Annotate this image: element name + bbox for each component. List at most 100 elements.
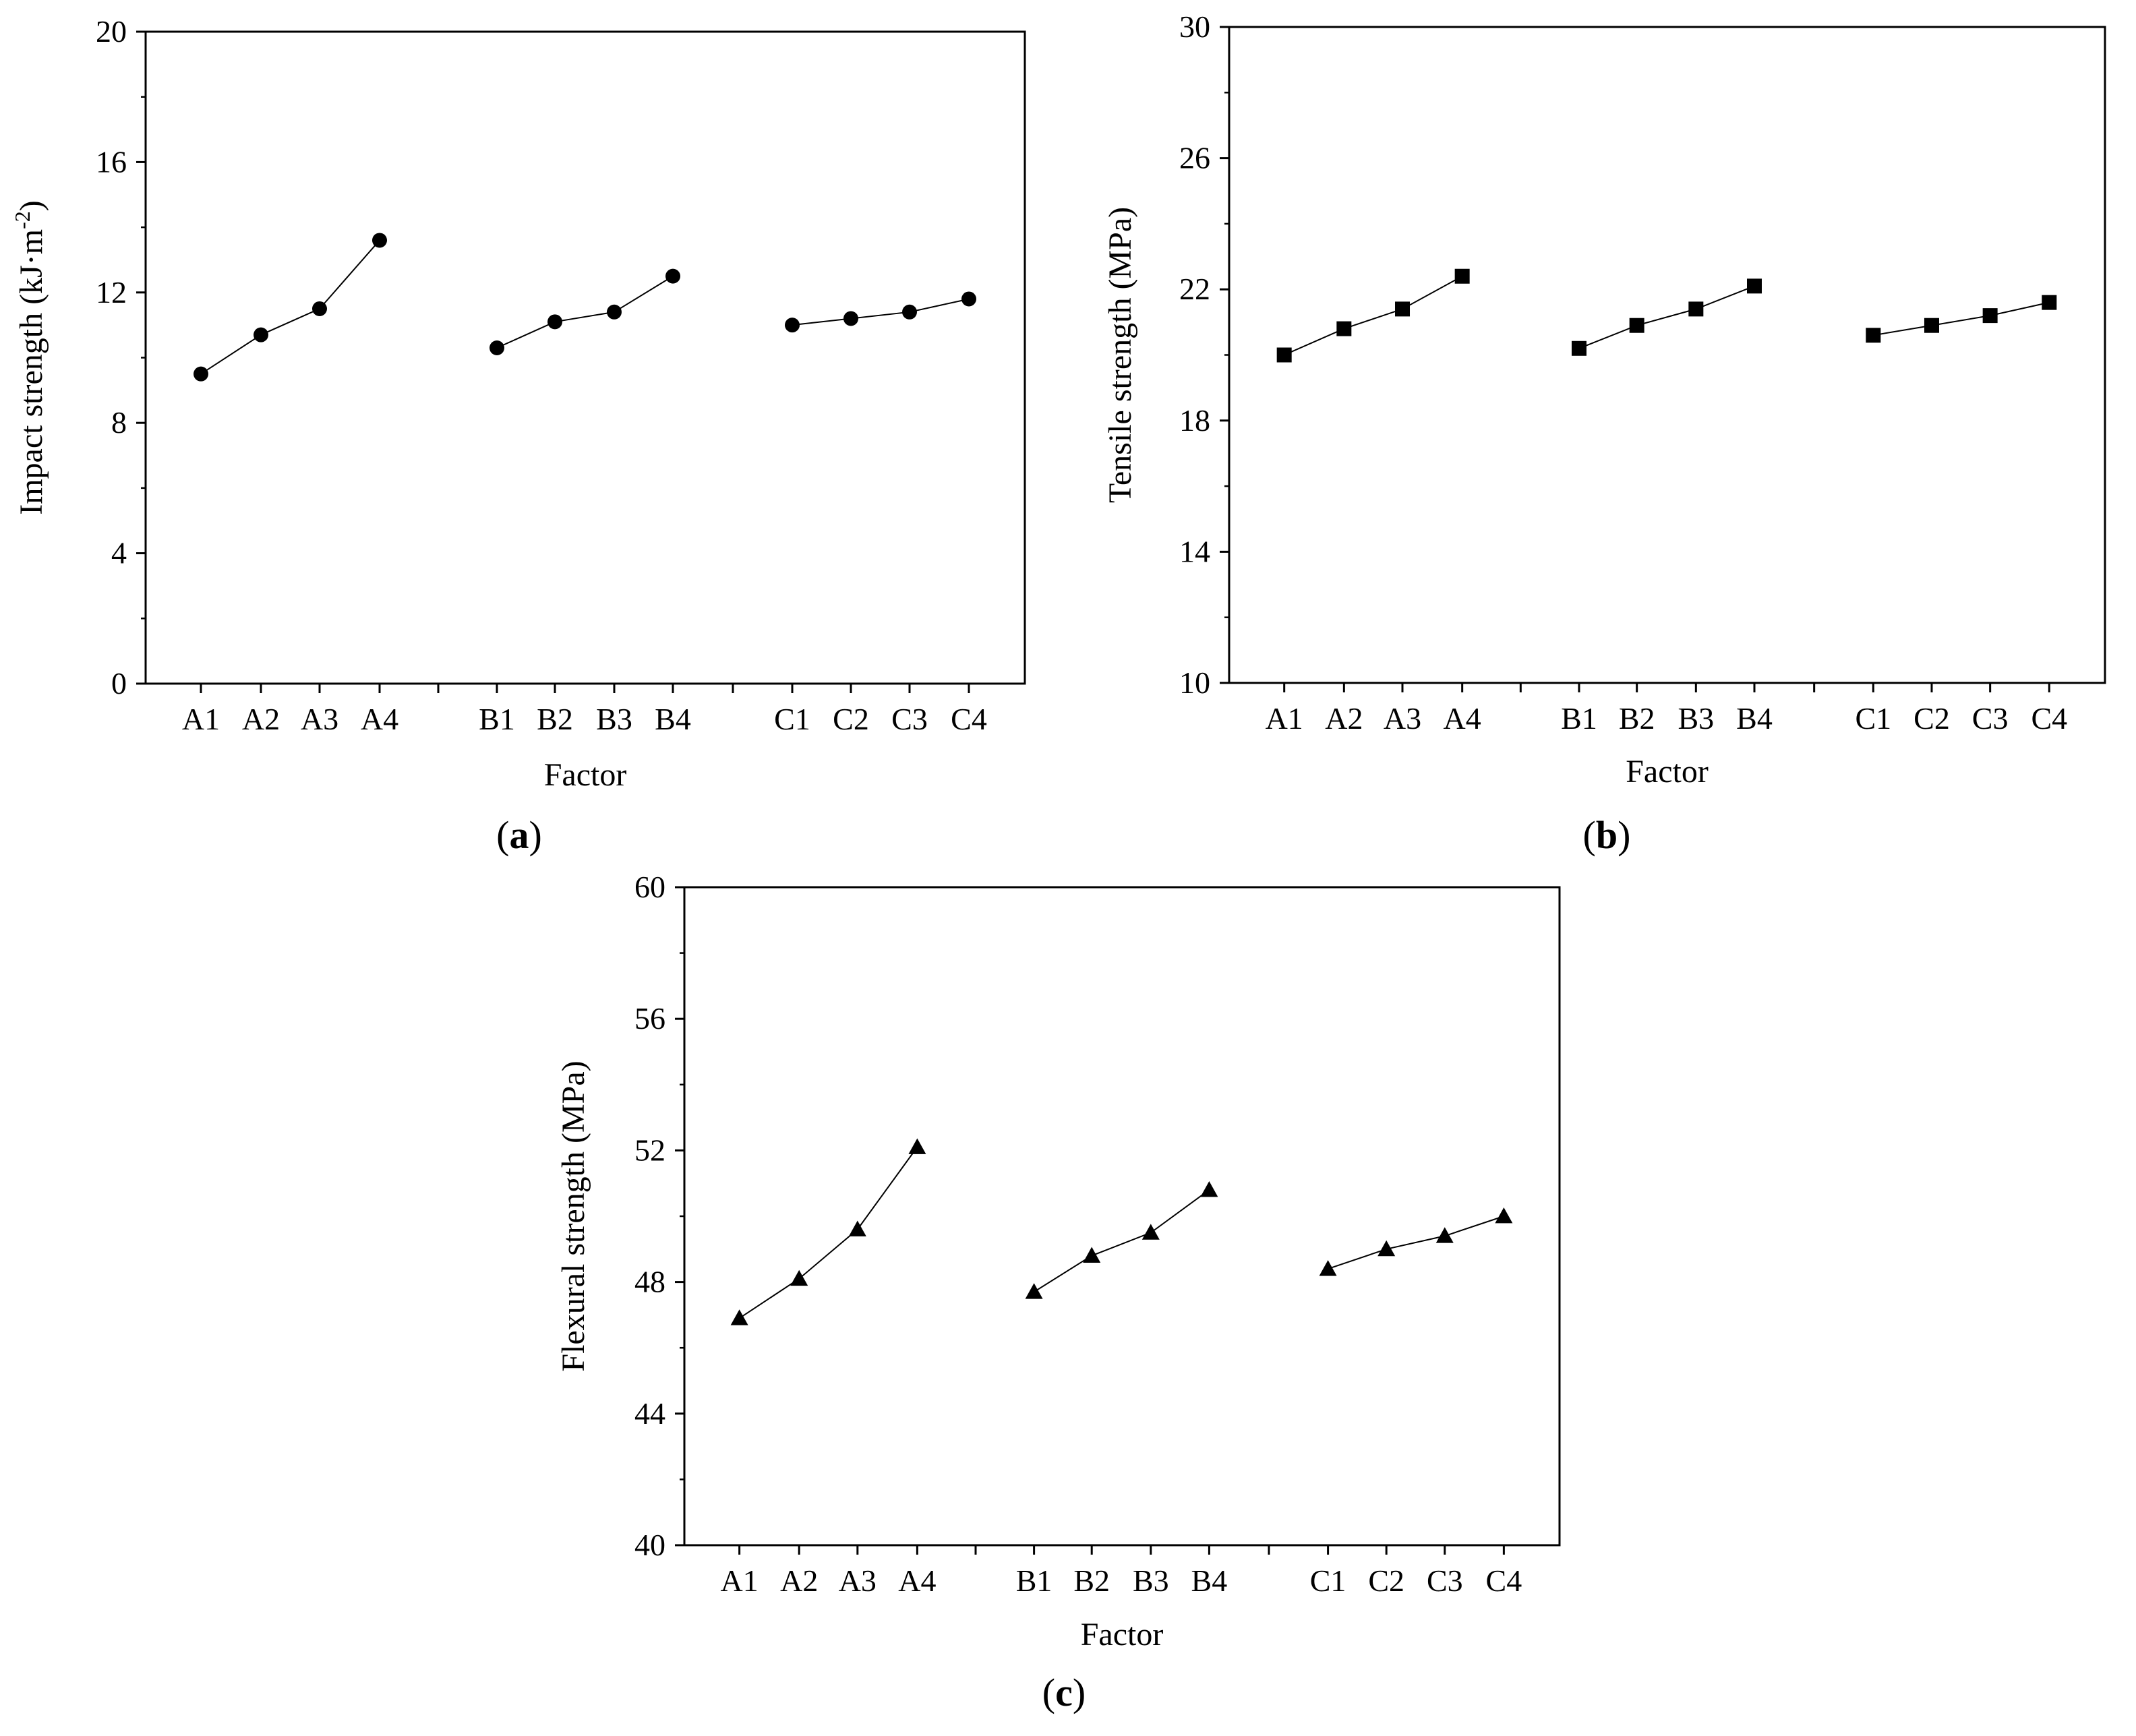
x-axis-title-a: Factor: [544, 757, 627, 793]
data-point-A4: [908, 1138, 926, 1154]
data-point-B2: [547, 314, 562, 330]
data-point-C4: [2042, 295, 2057, 310]
x-category-label-c: C4: [1486, 1563, 1522, 1598]
data-point-A4: [372, 233, 387, 248]
data-point-C1: [785, 318, 800, 333]
x-category-label-a: A3: [301, 702, 338, 736]
data-point-B2: [1083, 1247, 1101, 1263]
x-category-label-b: C3: [1972, 701, 2009, 736]
data-point-A2: [790, 1269, 808, 1286]
data-point-B4: [1747, 278, 1762, 294]
x-category-label-c: A3: [839, 1563, 877, 1598]
y-tick-label-a: 16: [96, 144, 127, 179]
plot-frame-a: [144, 30, 1026, 685]
x-axis-title-b: Factor: [1626, 754, 1709, 789]
series-line-b-B: [1578, 285, 1755, 349]
x-category-label-a: A2: [242, 702, 280, 736]
data-point-C4: [1495, 1207, 1513, 1224]
data-point-C3: [1435, 1227, 1454, 1243]
y-tick-label-b: 18: [1179, 403, 1210, 438]
x-category-label-a: B2: [537, 702, 573, 736]
y-tick-label-b: 22: [1179, 272, 1210, 306]
y-tick-label-a: 8: [111, 405, 127, 440]
panel-label-a: (a): [496, 813, 542, 857]
x-category-label-b: B4: [1736, 701, 1773, 736]
x-category-label-a: C4: [951, 702, 987, 736]
x-category-label-c: A4: [898, 1563, 936, 1598]
x-category-label-c: B3: [1133, 1563, 1169, 1598]
series-line-a-B: [496, 275, 674, 349]
y-tick-label-c: 60: [634, 870, 665, 904]
data-point-C1: [1866, 328, 1881, 343]
y-axis-title-c: Flexural strength (MPa): [556, 1060, 591, 1371]
y-tick-label-a: 0: [111, 666, 127, 700]
x-category-label-c: C3: [1427, 1563, 1463, 1598]
panel-a-impact-strength: 0 4 8 12 16 20 A1 A2 A3 A4 B1 B2 B3 B4 C1 C2 C3 C4 Factor I…: [10, 14, 1026, 793]
y-axis-title-a: Impact strength (kJ·m-2): [10, 200, 49, 515]
data-point-A2: [254, 327, 268, 342]
y-tick-label-b: 26: [1179, 141, 1210, 175]
x-category-label-b: C2: [1913, 701, 1950, 736]
x-category-label-c: C2: [1368, 1563, 1404, 1598]
data-point-A1: [1276, 347, 1292, 363]
x-category-label-b: A4: [1444, 701, 1481, 736]
data-point-A4: [1454, 268, 1470, 284]
y-tick-label-c: 52: [634, 1133, 665, 1167]
series-line-a-C: [792, 298, 970, 326]
x-category-label-c: B2: [1073, 1563, 1110, 1598]
y-tick-label-b: 10: [1179, 665, 1210, 700]
data-point-B4: [665, 268, 680, 284]
data-point-C3: [902, 304, 917, 320]
series-line-b-A: [1284, 275, 1463, 356]
y-tick-label-a: 20: [96, 14, 127, 49]
x-category-label-c: B4: [1191, 1563, 1228, 1598]
plot-frame-b: [1228, 26, 2106, 684]
y-axis-title-b: Tensile strength (MPa): [1102, 207, 1138, 503]
y-tick-label-b: 30: [1179, 9, 1210, 44]
data-point-C2: [1924, 318, 1939, 333]
panel-label-b: (b): [1583, 813, 1631, 857]
y-tick-label-a: 4: [111, 536, 127, 570]
x-category-label-c: C1: [1310, 1563, 1346, 1598]
x-category-label-a: C3: [891, 702, 928, 736]
y-tick-label-b: 14: [1179, 534, 1210, 568]
series-line-c-B: [1034, 1189, 1210, 1293]
series-line-c-A: [739, 1146, 918, 1319]
data-point-A3: [1395, 301, 1411, 317]
x-category-label-a: B3: [596, 702, 632, 736]
y-tick-label-c: 48: [634, 1265, 665, 1299]
x-category-label-b: B3: [1678, 701, 1714, 736]
x-category-label-b: B1: [1561, 701, 1597, 736]
x-axis-title-c: Factor: [1081, 1617, 1164, 1652]
data-point-C3: [1982, 308, 1998, 324]
x-category-label-c: A1: [721, 1563, 759, 1598]
panel-label-c: (c): [1042, 1671, 1086, 1714]
x-category-label-b: C1: [1855, 701, 1891, 736]
data-point-A1: [730, 1309, 748, 1325]
data-point-A1: [194, 366, 208, 382]
x-category-label-b: A3: [1384, 701, 1421, 736]
x-category-label-a: B4: [655, 702, 691, 736]
x-category-label-a: C1: [774, 702, 810, 736]
panel-c-flexural-strength: 40 44 48 52 56 60 A1 A2 A3 A4 B1 B2 B3 B4 C1 C2 C3 C4 Fact…: [556, 870, 1561, 1652]
y-tick-label-c: 56: [634, 1001, 665, 1036]
x-category-label-a: A4: [361, 702, 398, 736]
x-category-label-c: A2: [780, 1563, 818, 1598]
x-category-label-c: B1: [1016, 1563, 1052, 1598]
panel-b-tensile-strength: 10 14 18 22 26 30 A1 A2 A3 A4 B1 B2 B3 B4 C1 C2 C3 C4 Fact…: [1102, 9, 2106, 789]
data-point-A3: [312, 301, 327, 316]
y-tick-label-c: 44: [634, 1396, 665, 1431]
x-category-label-a: B1: [479, 702, 515, 736]
data-point-C1: [1319, 1260, 1337, 1276]
x-category-label-b: A1: [1266, 701, 1303, 736]
data-point-B3: [607, 304, 622, 320]
data-point-C2: [1377, 1240, 1396, 1257]
series-line-c-C: [1328, 1216, 1504, 1270]
data-point-A3: [848, 1220, 866, 1236]
data-point-A2: [1336, 321, 1352, 336]
data-point-B1: [489, 340, 504, 355]
x-category-label-b: B2: [1619, 701, 1655, 736]
data-point-B4: [1200, 1180, 1218, 1197]
x-category-label-b: A2: [1325, 701, 1363, 736]
